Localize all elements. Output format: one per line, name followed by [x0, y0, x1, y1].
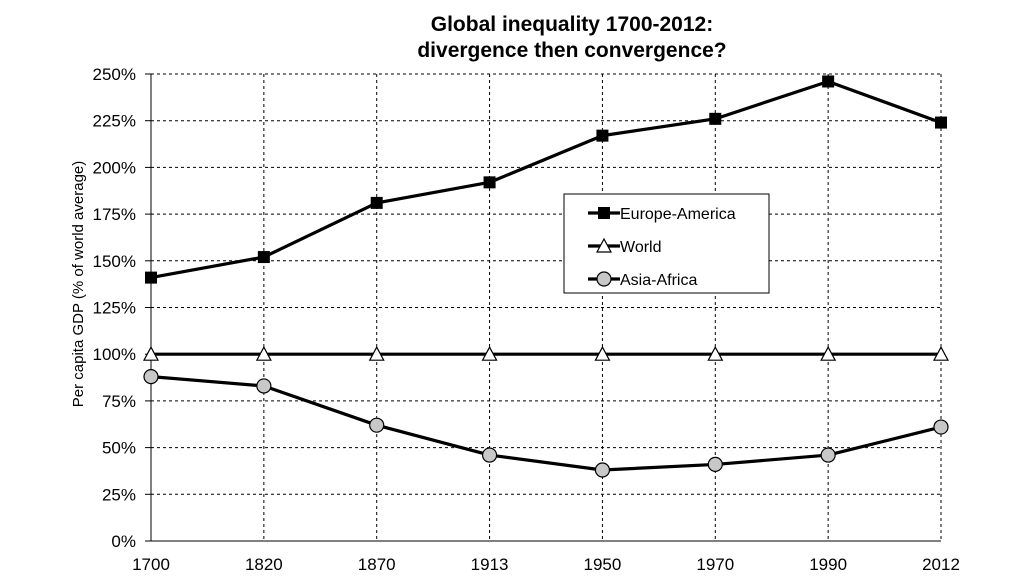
point-world [820, 345, 837, 361]
series-line-europe-america [150, 79, 942, 280]
point-europe-america [483, 176, 496, 189]
point-asia-africa [933, 419, 949, 435]
legend: Europe-America World Asia-Africa [563, 193, 770, 294]
y-tick-label: 175% [93, 205, 136, 224]
tick-labels: 0% 25% 50% 75% 100% 125% 150% 175% 200% 225% 250% 1… [93, 65, 960, 574]
point-asia-africa [256, 378, 272, 394]
point-europe-america [822, 75, 835, 88]
series-layer [142, 75, 950, 478]
point-world [932, 345, 950, 361]
y-tick-label: 150% [93, 252, 136, 271]
chart-title-line-1: Global inequality 1700-2012: [431, 13, 713, 36]
y-tick-label: 200% [93, 158, 136, 177]
x-tick-label: 1950 [584, 555, 622, 574]
point-europe-america [145, 271, 157, 284]
y-tick-label: 75% [102, 392, 136, 411]
x-tick-label: 2012 [922, 555, 960, 574]
legend-marker-asia-africa [596, 271, 612, 287]
point-world [707, 345, 724, 361]
point-europe-america [935, 116, 947, 129]
y-tick-label: 0% [111, 532, 136, 551]
x-tick-label: 1990 [809, 555, 847, 574]
x-tick-label: 1970 [696, 555, 734, 574]
point-asia-africa [143, 369, 159, 385]
legend-label-europe-america: Europe-America [620, 206, 736, 223]
point-europe-america [596, 129, 609, 142]
point-world [255, 345, 272, 361]
legend-label-world: World [620, 239, 662, 256]
point-asia-africa [820, 447, 836, 463]
x-tick-label: 1700 [132, 555, 170, 574]
point-asia-africa [481, 447, 498, 463]
legend-marker-world [595, 237, 613, 253]
y-tick-label: 100% [93, 345, 136, 364]
point-world [481, 345, 498, 361]
point-europe-america [370, 196, 383, 209]
point-world [594, 345, 611, 361]
point-asia-africa [707, 456, 723, 473]
point-europe-america [709, 112, 722, 125]
y-tick-label: 125% [93, 299, 136, 318]
grid [151, 73, 942, 541]
x-tick-label: 1870 [358, 555, 396, 574]
y-tick-label: 250% [93, 65, 136, 84]
x-tick-label: 1820 [245, 555, 283, 574]
y-tick-label: 25% [102, 485, 136, 504]
legend-marker-europe-america [598, 207, 610, 219]
y-axis-label: Per capita GDP (% of world average) [70, 161, 87, 408]
y-tick-label: 50% [102, 439, 136, 458]
x-tick-label: 1913 [471, 555, 509, 574]
point-asia-africa [369, 417, 385, 433]
series-line-asia-africa [150, 375, 942, 472]
point-world [142, 345, 160, 361]
point-world [368, 345, 385, 361]
axes [145, 73, 941, 542]
chart-title-line-2: divergence then convergence? [417, 39, 726, 62]
y-tick-label: 225% [93, 112, 136, 131]
point-europe-america [257, 251, 270, 264]
point-asia-africa [594, 462, 611, 478]
legend-label-asia-africa: Asia-Africa [620, 272, 697, 289]
